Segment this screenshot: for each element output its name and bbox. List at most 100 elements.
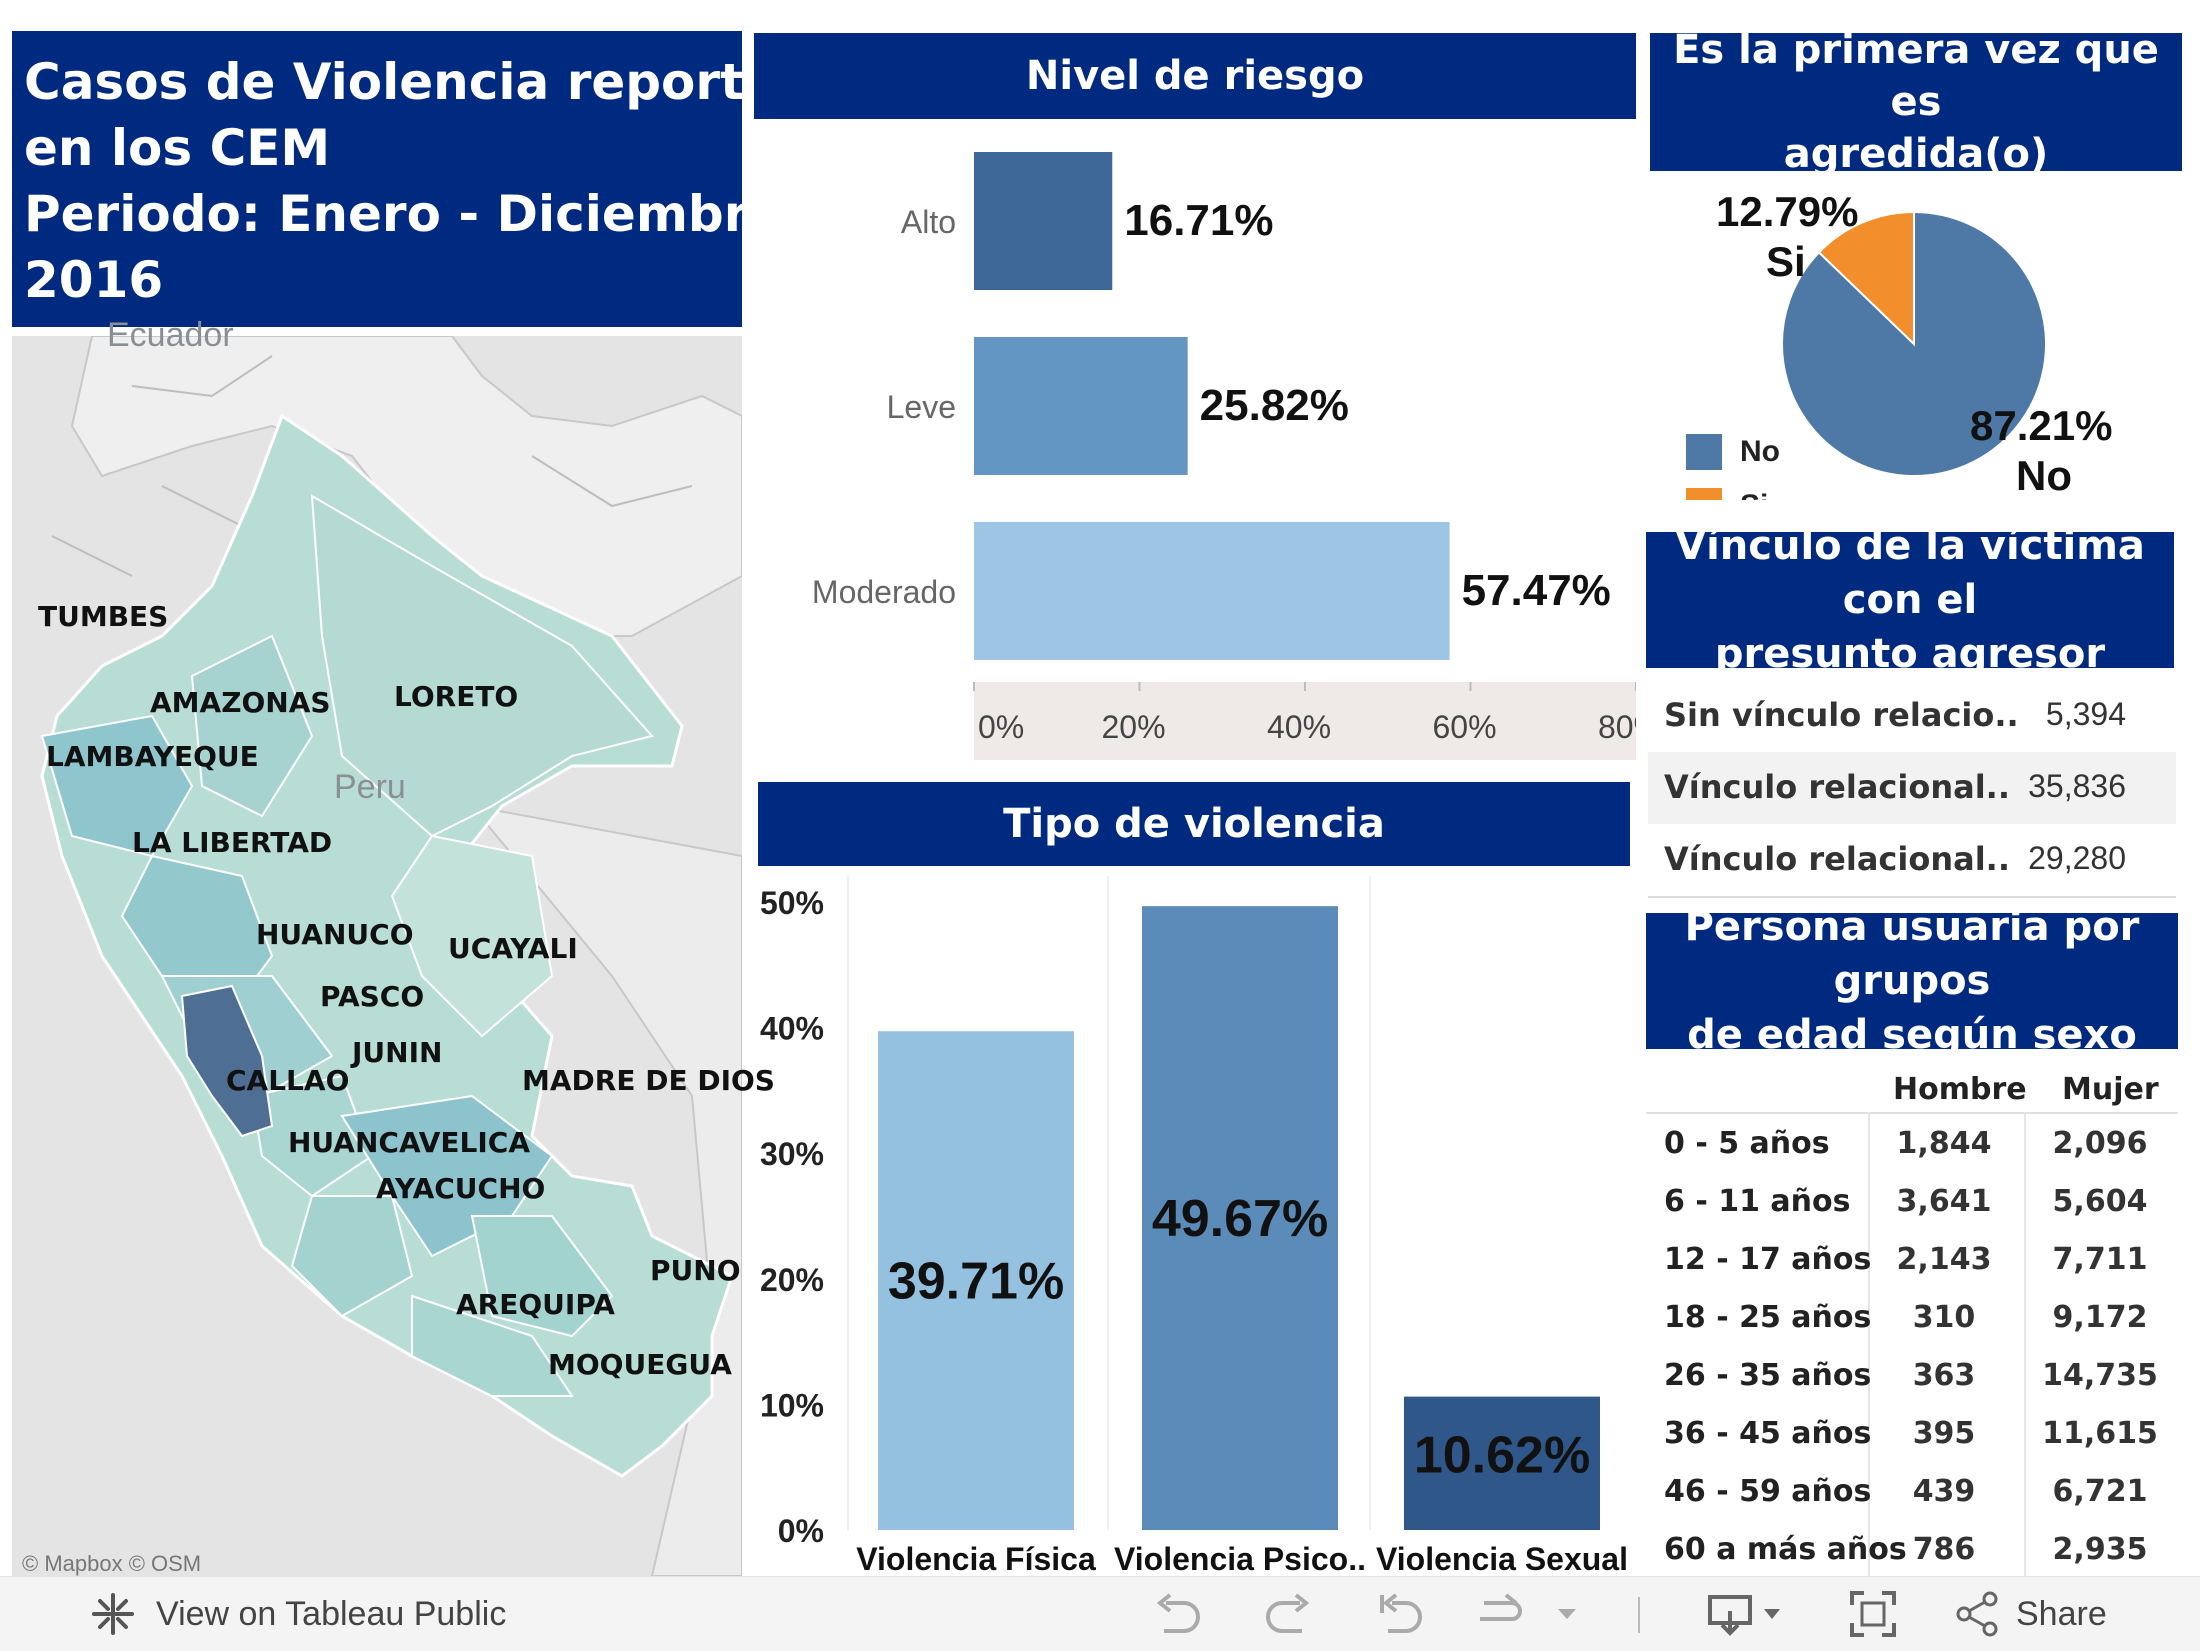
- column-header-hombre[interactable]: Hombre: [1893, 1072, 2027, 1107]
- tableau-logo-icon: [92, 1593, 134, 1635]
- tipo-category-label: Violencia Psico..: [1114, 1541, 1366, 1576]
- mujer-value: 11,615: [2042, 1416, 2158, 1451]
- region-tumbes[interactable]: TUMBES: [38, 600, 169, 633]
- region-madre-de-dios[interactable]: MADRE DE DIOS: [522, 1064, 775, 1097]
- region-la-libertad[interactable]: LA LIBERTAD: [132, 826, 333, 859]
- y-tick-label: 0%: [778, 1513, 824, 1549]
- tipo-bar[interactable]: [1404, 1396, 1600, 1530]
- hombre-value: 439: [1912, 1474, 1976, 1509]
- refresh-button[interactable]: [1472, 1577, 1526, 1651]
- fullscreen-icon: [1850, 1591, 1896, 1637]
- legend-item-si[interactable]: Si: [1686, 488, 1768, 500]
- pause-dropdown[interactable]: [1552, 1577, 1582, 1651]
- mujer-value: 2,096: [2052, 1126, 2148, 1161]
- tipo-violencia-header: Tipo de violencia: [758, 782, 1630, 866]
- legend-item-no[interactable]: No: [1686, 434, 1780, 470]
- nivel-riesgo-chart[interactable]: Alto 16.71% Leve 25.82% Moderado 57.47% 0% 20% 4…: [754, 125, 1636, 765]
- region-moquegua[interactable]: MOQUEGUA: [548, 1348, 732, 1381]
- riesgo-bar[interactable]: [974, 152, 1113, 290]
- vinculo-header: Vínculo de la víctima con el presunto ag…: [1646, 523, 2174, 677]
- riesgo-bar[interactable]: [974, 337, 1188, 475]
- vinculo-row[interactable]: Vínculo relacional.. 29,280: [1648, 824, 2176, 898]
- title-line-2: en los CEM: [24, 119, 331, 177]
- vinculo-row[interactable]: Sin vínculo relacio.. 5,394: [1648, 680, 2176, 754]
- region-puno[interactable]: PUNO: [650, 1254, 741, 1287]
- peru-map[interactable]: Ecuador Peru TUMBES AMAZONAS LORETO LAMB…: [12, 316, 775, 1576]
- riesgo-value-label: 25.82%: [1200, 381, 1349, 430]
- y-tick-label: 30%: [760, 1136, 824, 1172]
- x-tick-label: 60%: [1432, 709, 1496, 745]
- title-line-1: Casos de Violencia reportados: [24, 53, 878, 111]
- region-huancavelica[interactable]: HUANCAVELICA: [288, 1126, 531, 1159]
- vinculo-row[interactable]: Vínculo relacional.. 35,836: [1648, 752, 2176, 824]
- map-attribution[interactable]: © Mapbox © OSM: [22, 1551, 202, 1576]
- table-header-divider: [1646, 1112, 2178, 1114]
- y-tick-label: 40%: [760, 1011, 824, 1047]
- region-ucayali[interactable]: UCAYALI: [448, 932, 578, 965]
- age-group-label: 60 a más años: [1664, 1532, 1907, 1567]
- age-group-label: 6 - 11 años: [1664, 1184, 1851, 1219]
- tipo-value-label: 49.67%: [1152, 1190, 1328, 1248]
- share-button[interactable]: Share: [1952, 1577, 2107, 1651]
- revert-button[interactable]: [1372, 1577, 1426, 1651]
- title-line-4: 2016: [24, 251, 164, 309]
- hombre-value: 3,641: [1896, 1184, 1992, 1219]
- hombre-value: 310: [1912, 1300, 1976, 1335]
- mujer-value: 7,711: [2052, 1242, 2148, 1277]
- dashboard-title: Casos de Violencia reportados en los CEM…: [12, 31, 878, 327]
- age-group-label: 0 - 5 años: [1664, 1126, 1830, 1161]
- hombre-value: 2,143: [1896, 1242, 1992, 1277]
- tipo-violencia-chart[interactable]: 0% 10% 20% 30% 40% 50% 39.71% Violencia Física 4…: [752, 866, 1632, 1576]
- region-lambayeque[interactable]: LAMBAYEQUE: [46, 740, 259, 773]
- region-loreto[interactable]: LORETO: [394, 680, 519, 713]
- map-canvas[interactable]: [12, 336, 742, 1576]
- primera-vez-header-line-1: Es la primera vez que es: [1673, 27, 2159, 125]
- region-callao[interactable]: CALLAO: [226, 1064, 350, 1097]
- tipo-value-label: 10.62%: [1414, 1427, 1590, 1485]
- pie-label-si-name: Si: [1766, 238, 1806, 285]
- tipo-bar[interactable]: [878, 1031, 1074, 1530]
- riesgo-value-label: 57.47%: [1462, 566, 1611, 615]
- chevron-down-icon: [1558, 1609, 1576, 1619]
- share-icon: [1956, 1591, 1998, 1637]
- region-ayacucho[interactable]: AYACUCHO: [376, 1172, 546, 1205]
- age-group-label: 26 - 35 años: [1664, 1358, 1872, 1393]
- redo-button[interactable]: [1262, 1577, 1316, 1651]
- undo-button[interactable]: [1150, 1577, 1204, 1651]
- age-group-label: 12 - 17 años: [1664, 1242, 1872, 1277]
- fullscreen-button[interactable]: [1848, 1577, 1898, 1651]
- download-button[interactable]: [1706, 1577, 1786, 1651]
- region-arequipa[interactable]: AREQUIPA: [456, 1288, 615, 1321]
- refresh-icon: [1480, 1593, 1522, 1621]
- x-tick-label: 0%: [978, 709, 1024, 745]
- country-label-ecuador: Ecuador: [107, 316, 234, 354]
- download-icon: [1708, 1595, 1780, 1636]
- y-tick-label: 50%: [760, 885, 824, 921]
- pie-label-si-value: 12.79%: [1716, 188, 1859, 235]
- age-group-label: 46 - 59 años: [1664, 1474, 1872, 1509]
- title-line-3: Periodo: Enero - Diciembre: [24, 185, 783, 243]
- riesgo-bar[interactable]: [974, 522, 1450, 660]
- revert-icon: [1380, 1593, 1422, 1633]
- tipo-category-label: Violencia Sexual: [1376, 1541, 1628, 1576]
- region-amazonas[interactable]: AMAZONAS: [150, 686, 331, 719]
- age-group-label: 18 - 25 años: [1664, 1300, 1872, 1335]
- region-junin[interactable]: JUNIN: [352, 1036, 443, 1069]
- vinculo-row-value: 35,836: [2028, 768, 2126, 804]
- tipo-category-label: Violencia Física: [856, 1541, 1096, 1576]
- riesgo-category-label: Moderado: [812, 574, 956, 610]
- share-label: Share: [2016, 1594, 2107, 1633]
- tipo-bar[interactable]: [1142, 906, 1338, 1530]
- region-pasco[interactable]: PASCO: [320, 980, 425, 1013]
- pie-slice-si[interactable]: [1817, 210, 1915, 347]
- pie-label-no-name: No: [2016, 452, 2072, 499]
- riesgo-category-label: Alto: [901, 204, 956, 240]
- mujer-value: 9,172: [2052, 1300, 2148, 1335]
- view-on-tableau-link[interactable]: View on Tableau Public: [88, 1577, 506, 1651]
- primera-vez-pie[interactable]: [1650, 178, 2182, 500]
- column-header-mujer[interactable]: Mujer: [2062, 1072, 2159, 1107]
- redo-icon: [1266, 1593, 1310, 1633]
- primera-vez-header: Es la primera vez que es agredida(o): [1650, 27, 2182, 177]
- legend-label-no: No: [1740, 435, 1780, 468]
- region-huanuco[interactable]: HUANUCO: [256, 918, 414, 951]
